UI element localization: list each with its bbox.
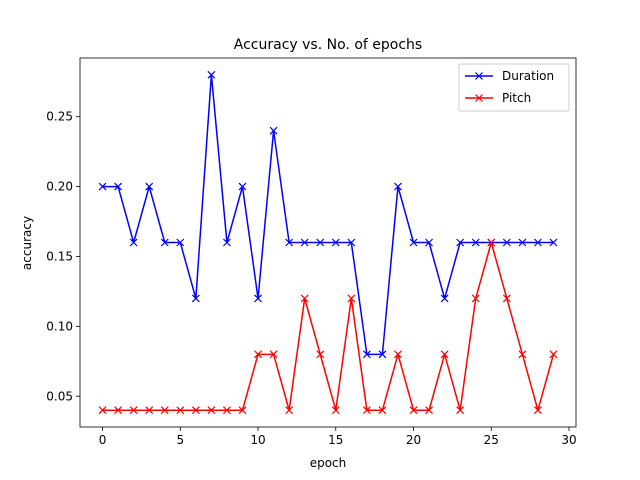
- y-axis-label: accuracy: [20, 216, 34, 270]
- legend: Duration Pitch: [458, 63, 570, 112]
- series-duration: [98, 70, 558, 359]
- plot-area: [98, 70, 558, 415]
- data-point: [362, 406, 371, 415]
- data-point: [378, 350, 387, 359]
- data-point: [223, 406, 231, 415]
- data-point: [114, 182, 123, 191]
- data-point: [471, 238, 480, 247]
- data-point: [316, 350, 325, 359]
- x-axis-label: epoch: [310, 456, 347, 470]
- data-point: [502, 238, 511, 247]
- data-point: [471, 294, 480, 303]
- chart-title: Accuracy vs. No. of epochs: [234, 37, 422, 53]
- data-point: [300, 238, 309, 247]
- data-point: [456, 406, 465, 415]
- data-point: [285, 406, 294, 415]
- data-point: [207, 70, 216, 79]
- data-point: [425, 238, 433, 247]
- data-point: [176, 406, 185, 415]
- data-point: [129, 406, 138, 415]
- data-point: [285, 238, 294, 247]
- data-point: [129, 238, 138, 247]
- data-point: [533, 238, 542, 247]
- data-point: [394, 350, 402, 359]
- x-tick-label: 15: [328, 433, 343, 447]
- data-point: [409, 406, 418, 415]
- y-tick-label: 0.20: [46, 180, 73, 194]
- series-line-pitch: [102, 241, 555, 411]
- legend-marker-duration: [475, 72, 483, 80]
- data-point: [331, 238, 340, 247]
- data-point: [160, 238, 169, 247]
- data-point: [533, 406, 542, 415]
- data-point: [98, 406, 107, 415]
- data-point: [456, 238, 465, 247]
- data-point: [425, 406, 433, 415]
- data-point: [238, 182, 247, 191]
- data-point: [160, 406, 169, 415]
- data-point: [176, 238, 185, 247]
- legend-marker-pitch: [475, 94, 483, 102]
- legend-label-duration: Duration: [502, 69, 554, 83]
- data-point: [269, 350, 278, 359]
- data-point: [300, 294, 309, 303]
- data-point: [98, 182, 107, 191]
- data-point: [378, 406, 387, 415]
- data-point: [549, 350, 558, 359]
- data-point: [316, 238, 325, 247]
- series-line-duration: [102, 74, 554, 356]
- data-point: [254, 350, 262, 359]
- data-point: [549, 238, 558, 247]
- data-point: [394, 182, 402, 191]
- x-tick-label: 20: [406, 433, 421, 447]
- data-point: [518, 350, 527, 359]
- x-tick-label: 25: [484, 433, 499, 447]
- data-point: [518, 238, 527, 247]
- data-point: [502, 294, 511, 303]
- x-tick-label: 5: [176, 433, 184, 447]
- y-tick-label: 0.10: [46, 319, 73, 333]
- data-point: [238, 406, 247, 415]
- data-point: [114, 406, 123, 415]
- data-point: [207, 406, 216, 415]
- data-point: [223, 238, 231, 247]
- data-point: [409, 238, 418, 247]
- axes: 0 5 10 15 20 25 30 0.05 0.10 0.15 0.20 0.25: [46, 57, 577, 447]
- legend-label-pitch: Pitch: [502, 91, 531, 105]
- y-tick-label: 0.25: [46, 110, 73, 124]
- x-tick-label: 10: [250, 433, 265, 447]
- data-point: [191, 406, 200, 415]
- y-tick-label: 0.15: [46, 249, 73, 263]
- data-point: [191, 294, 200, 303]
- x-tick-label: 30: [561, 433, 576, 447]
- data-point: [347, 238, 356, 247]
- x-tick-label: 0: [99, 433, 107, 447]
- axes-frame: [79, 57, 577, 428]
- data-point: [440, 294, 449, 303]
- data-point: [331, 406, 340, 415]
- data-point: [362, 350, 371, 359]
- data-point: [440, 350, 449, 359]
- y-tick-label: 0.05: [46, 389, 73, 403]
- data-point: [145, 406, 154, 415]
- series-pitch: [98, 238, 558, 415]
- data-point: [347, 294, 356, 303]
- data-point: [487, 238, 496, 247]
- data-point: [145, 182, 154, 191]
- data-point: [254, 294, 262, 303]
- data-point: [269, 126, 278, 135]
